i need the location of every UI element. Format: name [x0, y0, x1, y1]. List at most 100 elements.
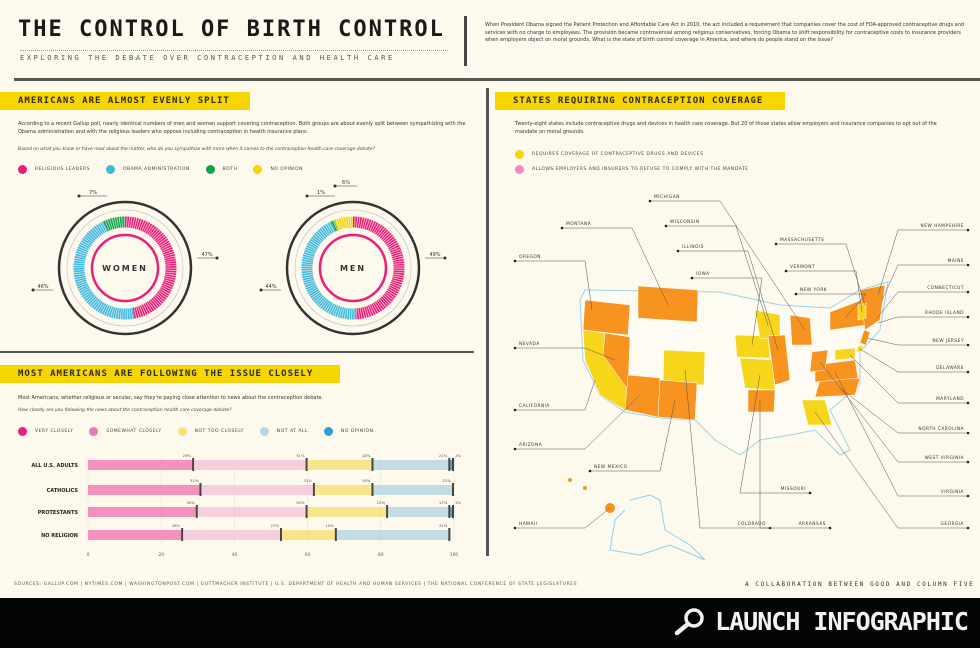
bar-segment-end: [305, 505, 308, 518]
legend-label: No opinion: [340, 429, 374, 434]
leader-dot: [259, 288, 263, 292]
legend-swatch: [515, 150, 524, 159]
bar-value-label: 16%: [362, 478, 371, 483]
legend-swatch: [89, 427, 99, 436]
leader-dot: [690, 276, 694, 280]
leader-line: [515, 394, 641, 450]
bar-segment: [201, 485, 315, 495]
legend-item: Not too closely: [177, 427, 244, 436]
bar-value-label: 29%: [183, 453, 192, 458]
legend-item: Requires coverage of contraceptive drugs…: [515, 150, 704, 159]
state-label: CALIFORNIA: [519, 403, 550, 409]
leader-dot: [676, 249, 680, 253]
legend-item: Obama administration: [105, 165, 190, 174]
divider: [464, 16, 467, 66]
state-iowa: [734, 334, 771, 359]
bar-segment-end: [195, 505, 198, 518]
state-label: VERMONT: [790, 264, 815, 270]
alaska-outline: [609, 494, 706, 561]
state-label: MAINE: [948, 258, 964, 264]
collaboration-credit: A COLLABORATION BETWEEN GOOD AND COLUMN …: [745, 581, 975, 588]
legend-swatch: [515, 165, 524, 174]
state-label-new-mexico: NEW MEXICO: [588, 399, 676, 473]
ring-value-label: 44%: [265, 284, 276, 290]
state-illinois: [767, 334, 791, 386]
leader-line: [739, 374, 810, 494]
leader-line: [849, 354, 968, 404]
bar-segment-end: [181, 528, 184, 541]
state-label: WEST VIRGINIA: [925, 455, 964, 461]
leader-line: [692, 277, 763, 346]
state-label: NORTH CAROLINA: [918, 426, 964, 432]
state-label: CONNECTICUT: [927, 285, 964, 291]
us-map: MICHIGAN MONTANA WISCONSIN OREGON ILLINOIS IO…: [513, 194, 970, 561]
ring-inner: [318, 233, 388, 303]
state-label-arizona: ARIZONA: [513, 394, 641, 451]
leader-dot: [966, 228, 970, 232]
legend-label: Not too closely: [194, 429, 244, 434]
leader-dot: [966, 401, 970, 405]
state-label-hawaii: HAWAII: [513, 507, 611, 530]
bar-value-label: 22%: [443, 478, 452, 483]
split-legend: Religious leaders Obama administration Bot…: [18, 165, 303, 174]
state-arkansas: [747, 389, 776, 413]
state-montana: [637, 285, 699, 323]
state-michigan: [789, 314, 813, 346]
bar-segment: [373, 485, 454, 495]
ring-value-label: 1%: [317, 190, 325, 196]
x-tick-label: 60: [305, 552, 311, 558]
bar-value-label: 31%: [296, 453, 305, 458]
legend-label: Requires coverage of contraceptive drugs…: [532, 152, 704, 157]
divider: [14, 78, 980, 81]
state-label-california: CALIFORNIA: [513, 379, 596, 412]
leader-dot: [966, 494, 970, 498]
legend-label: Somewhat closely: [106, 429, 162, 434]
ring-segment-obama: [73, 221, 135, 320]
bar-segment-end: [192, 458, 195, 471]
leader-dot: [966, 370, 970, 374]
launch-infographic-button[interactable]: LAUNCH INFOGRAPHIC: [673, 606, 969, 636]
state-label-nevada: NEVADA: [513, 341, 616, 361]
leader-dot: [513, 346, 517, 350]
leader-line: [776, 243, 866, 306]
divider: [486, 88, 489, 556]
state-label: OREGON: [519, 254, 541, 260]
legend-swatch: [205, 165, 215, 174]
bar-segment: [373, 460, 451, 470]
split-question: Based on what you know or have read abou…: [18, 147, 375, 152]
leader-dot: [794, 292, 798, 296]
legend-item: Both: [205, 165, 238, 174]
bar-segment-end: [448, 528, 451, 541]
leader-line: [666, 225, 769, 326]
ring-guide: [66, 209, 184, 327]
page-subtitle: EXPLORING THE DEBATE OVER CONTRACEPTION …: [20, 50, 448, 62]
ring-value-label: 6%: [342, 180, 350, 186]
leader-line: [515, 507, 611, 529]
state-label-wisconsin: WISCONSIN: [664, 219, 769, 326]
state-missouri: [739, 357, 776, 391]
state-label: NEW YORK: [800, 287, 827, 293]
leader-dot: [215, 256, 219, 260]
legend-swatch: [18, 427, 27, 436]
state-georgia: [801, 399, 833, 426]
states-body: Twenty-eight states include contraceptiv…: [515, 121, 937, 135]
state-label-new-york: NEW YORK: [794, 287, 867, 319]
bar-segment-end: [448, 505, 451, 518]
bar-segment-end: [371, 483, 374, 496]
state-label-north-carolina: NORTH CAROLINA: [839, 387, 970, 435]
bar-value-label: 31%: [190, 478, 199, 483]
state-hawaii-island: [583, 486, 587, 490]
legend-item: Somewhat closely: [89, 427, 161, 436]
bar-value-label: 21%: [439, 453, 448, 458]
leader-line: [877, 229, 968, 296]
legend-item: Religious leaders: [18, 165, 90, 174]
state-label: VIRGINIA: [941, 489, 964, 495]
leader-line: [590, 399, 676, 472]
states-legend: Requires coverage of contraceptive drugs…: [515, 150, 748, 174]
bar-segment-end: [448, 458, 451, 471]
bar-value-label: 30%: [186, 500, 195, 505]
bar-segment: [314, 485, 374, 495]
leader-line: [877, 316, 968, 324]
magnifier-icon: [674, 608, 704, 636]
leader-dot: [966, 263, 970, 267]
